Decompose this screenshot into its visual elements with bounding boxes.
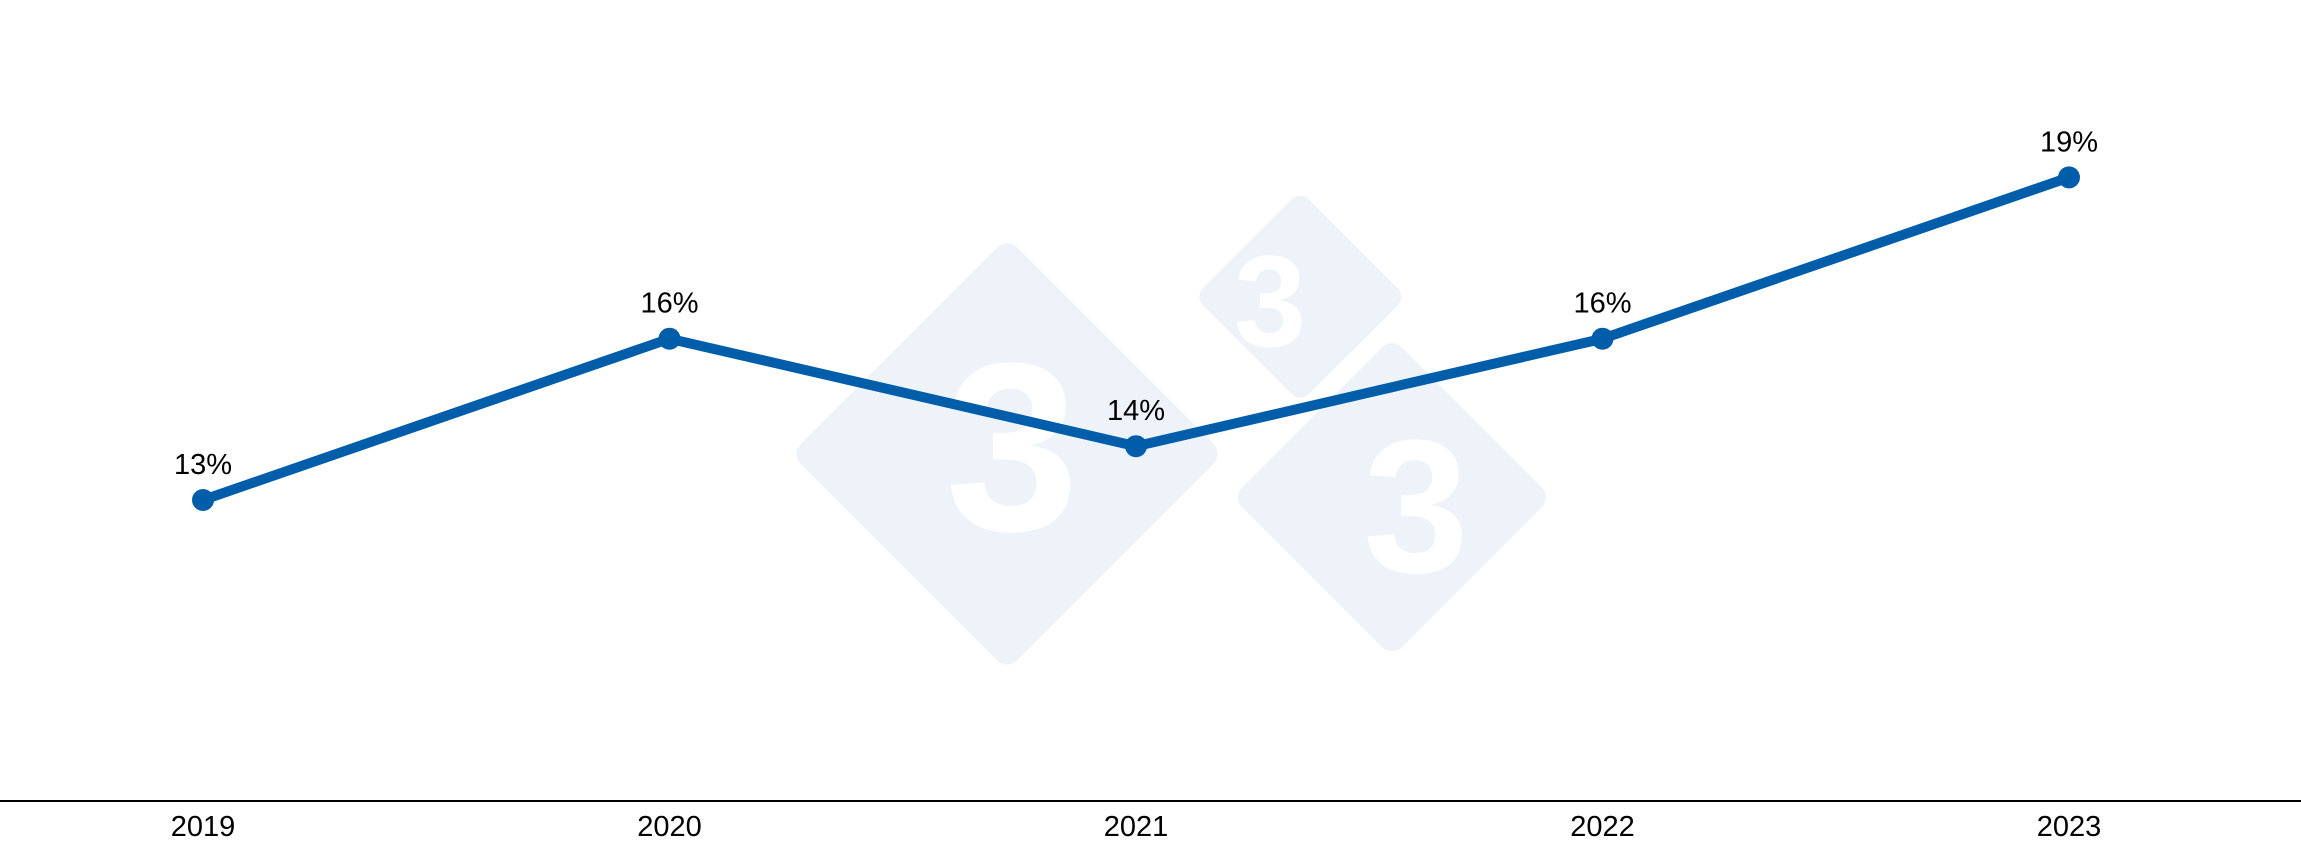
watermark-numeral-small: 3 xyxy=(1234,228,1306,374)
data-label-2022: 16% xyxy=(1573,288,1631,320)
data-point-2021 xyxy=(1125,435,1147,458)
data-point-2022 xyxy=(1591,327,1614,350)
series-layer xyxy=(192,166,2080,511)
data-point-2023 xyxy=(2058,166,2080,189)
data-labels: 13% 16% 14% 16% 19% xyxy=(174,126,2098,481)
x-tick-label-2023: 2023 xyxy=(2037,811,2102,843)
x-tick-labels: 2019 2020 2021 2022 2023 xyxy=(171,811,2102,843)
watermark-diamond-small xyxy=(1199,195,1402,398)
data-label-2021: 14% xyxy=(1107,395,1165,427)
data-point-2020 xyxy=(658,327,681,350)
watermark-diamond-medium xyxy=(1237,343,1546,652)
data-label-2023: 19% xyxy=(2040,126,2098,158)
data-point-2019 xyxy=(192,489,214,511)
watermark-logo: 3 3 3 xyxy=(796,195,1546,665)
watermark-numeral-large: 3 xyxy=(945,313,1078,581)
x-tick-label-2021: 2021 xyxy=(1104,811,1169,843)
x-tick-label-2020: 2020 xyxy=(637,811,702,843)
data-label-2019: 13% xyxy=(174,449,232,481)
watermark-diamond-large xyxy=(796,243,1218,665)
x-tick-label-2019: 2019 xyxy=(171,811,236,843)
watermark-numeral-medium: 3 xyxy=(1363,401,1469,613)
x-tick-label-2022: 2022 xyxy=(1570,811,1635,843)
data-label-2020: 16% xyxy=(640,288,698,320)
